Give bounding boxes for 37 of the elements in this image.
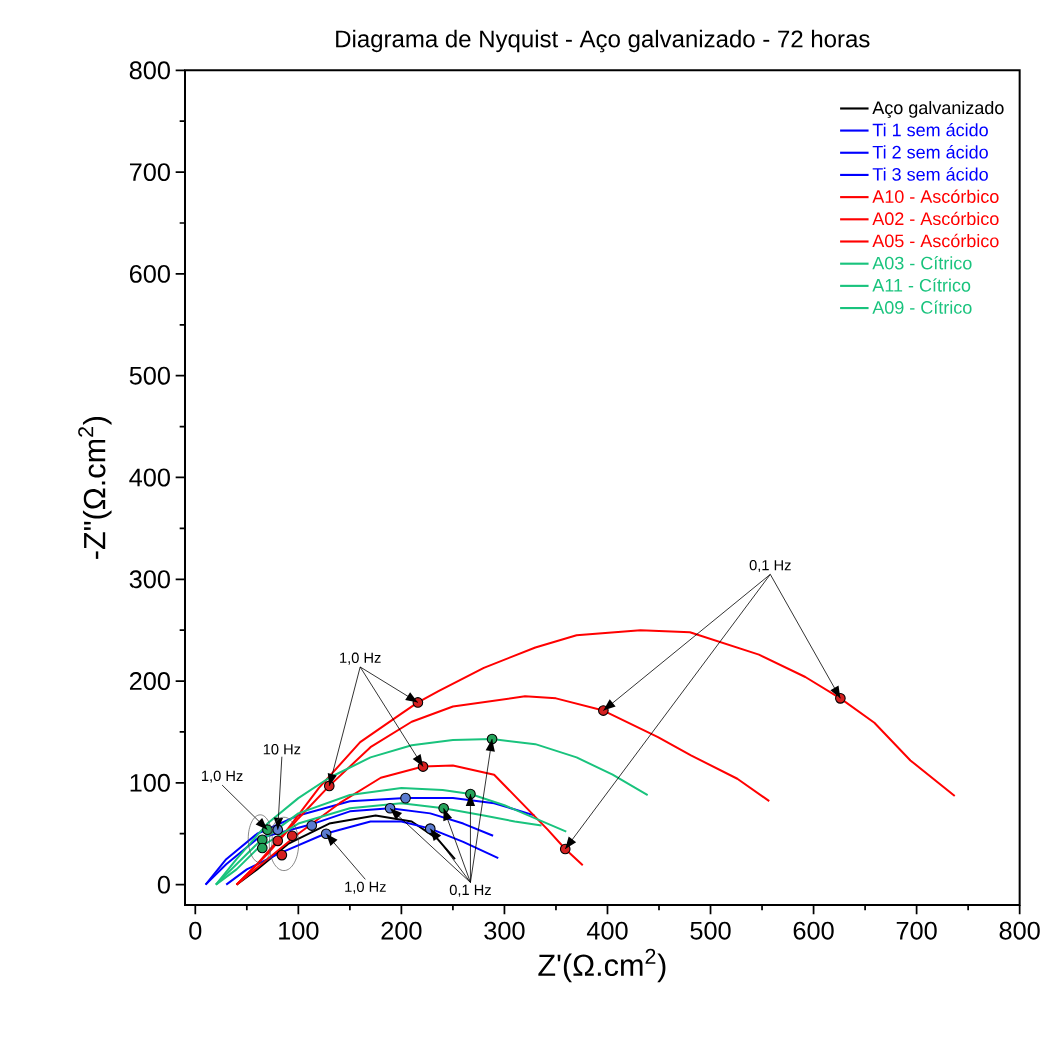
legend-label: A09 - Cítrico bbox=[872, 300, 972, 314]
legend-label: Ti 2 sem ácido bbox=[872, 145, 988, 159]
x-tick-label: 600 bbox=[793, 921, 834, 940]
y-tick-label: 500 bbox=[129, 366, 170, 385]
annotation: 1,0 Hz bbox=[345, 881, 386, 894]
y-tick-label: 700 bbox=[129, 163, 170, 182]
chart-title: Diagrama de Nyquist - Aço galvanizado - 72 horas bbox=[336, 29, 870, 53]
annotation: 0,1 Hz bbox=[749, 559, 791, 573]
x-tick-label: 200 bbox=[381, 921, 422, 940]
annotation: 1,0 Hz bbox=[340, 652, 381, 665]
x-tick-label: 500 bbox=[690, 921, 731, 940]
y-tick-label: 200 bbox=[129, 672, 170, 691]
y-tick-label: 100 bbox=[130, 773, 170, 792]
legend-label: Ti 1 sem ácido bbox=[872, 122, 988, 137]
y-tick-label: 600 bbox=[129, 264, 170, 283]
y-axis-title: -Z"(Ω.cm$^{2}$) bbox=[78, 416, 112, 559]
y-tick-label: 300 bbox=[129, 570, 170, 589]
x-tick-label: 100 bbox=[279, 921, 319, 940]
y-tick-label: 400 bbox=[129, 468, 170, 487]
legend-label: A10 - Ascórbico bbox=[872, 189, 999, 203]
legend-label: A05 - Ascórbico bbox=[872, 233, 999, 248]
x-tick-label: 700 bbox=[896, 921, 937, 940]
legend-label: A03 - Cítrico bbox=[872, 256, 972, 270]
x-tick-label: 0 bbox=[189, 921, 202, 940]
x-tick-label: 300 bbox=[484, 921, 525, 940]
x-tick-label: 800 bbox=[999, 921, 1040, 940]
legend-label: A02 - Ascórbico bbox=[872, 211, 999, 226]
x-tick-label: 400 bbox=[586, 921, 628, 940]
annotation: 10 Hz bbox=[263, 744, 301, 755]
legend-label: Ti 3 sem ácido bbox=[872, 167, 988, 181]
annotation: 0,1 Hz bbox=[449, 884, 491, 897]
y-tick-label: 0 bbox=[157, 875, 170, 894]
y-tick-label: 800 bbox=[129, 61, 170, 80]
legend-label: A11 - Cítrico bbox=[872, 278, 971, 292]
x-axis-title: Z'(Ω.cm$^{2}$) bbox=[538, 948, 666, 983]
legend-label: Aço galvanizado bbox=[872, 100, 1004, 118]
annotation: 1,0 Hz bbox=[202, 770, 243, 783]
